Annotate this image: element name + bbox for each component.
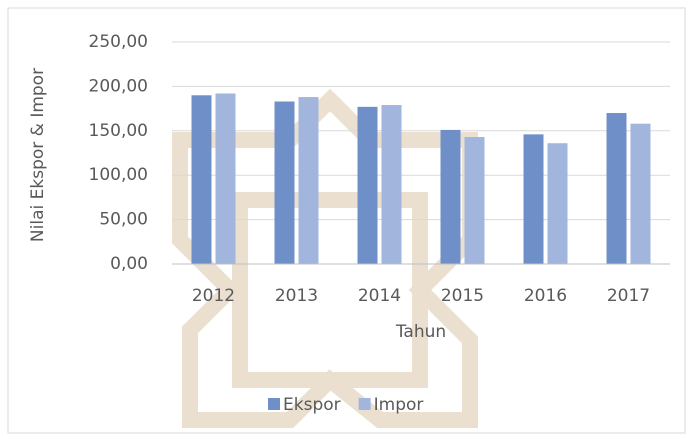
chart: Nilai Ekspor & Impor Tahun 0,00 50,00 100,… (0, 0, 693, 439)
bar (358, 107, 378, 264)
y-axis-title: Nilai Ekspor & Impor (28, 68, 48, 242)
x-tick-label: 2015 (441, 286, 484, 306)
bar (192, 95, 212, 264)
legend-label: Ekspor (283, 395, 341, 415)
bar (465, 137, 485, 264)
bar (441, 130, 461, 264)
x-axis-title: Tahun (395, 322, 446, 342)
bar (382, 105, 402, 264)
x-tick-label: 2016 (524, 286, 567, 306)
bar (548, 143, 568, 264)
bar (607, 113, 627, 264)
bar (299, 97, 319, 264)
legend-swatch (268, 398, 280, 410)
bar (216, 94, 236, 264)
legend-label: Impor (374, 395, 424, 415)
bar (275, 101, 295, 264)
y-tick-label: 0,00 (110, 254, 148, 274)
y-tick-label: 150,00 (89, 121, 148, 141)
y-tick-label: 100,00 (89, 165, 148, 185)
x-tick-label: 2017 (607, 286, 650, 306)
legend-swatch (359, 398, 371, 410)
x-tick-label: 2012 (192, 286, 235, 306)
y-tick-label: 50,00 (99, 210, 148, 230)
bar (524, 134, 544, 264)
x-tick-label: 2014 (358, 286, 401, 306)
bar (631, 124, 651, 264)
y-tick-label: 250,00 (89, 32, 148, 52)
y-tick-label: 200,00 (89, 76, 148, 96)
x-tick-label: 2013 (275, 286, 318, 306)
